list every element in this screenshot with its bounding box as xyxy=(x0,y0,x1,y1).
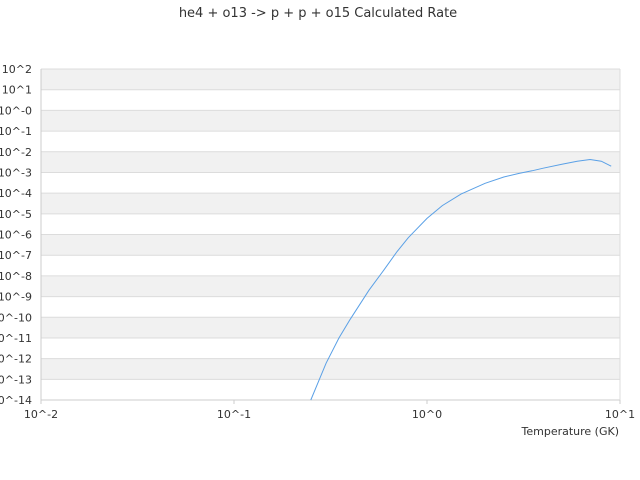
plot-band xyxy=(41,69,620,90)
plot-band xyxy=(41,151,620,173)
plot-band xyxy=(41,110,620,132)
x-tick-label: 10^-1 xyxy=(217,408,251,421)
y-tick-label: 10^-1 xyxy=(0,125,32,138)
x-axis-ticks: 10^-2 10^-1 10^0 10^1 xyxy=(24,400,635,421)
y-tick-label: 10^-8 xyxy=(0,270,32,283)
y-tick-label: 10^-11 xyxy=(0,332,32,345)
y-tick-label: 10^-5 xyxy=(0,208,32,221)
x-tick-label: 10^1 xyxy=(605,408,635,421)
y-tick-label: 10^-7 xyxy=(0,249,32,262)
x-tick-label: 10^-2 xyxy=(24,408,58,421)
y-tick-label: 10^1 xyxy=(2,84,32,97)
y-tick-label: 10^-9 xyxy=(0,291,32,304)
y-tick-label: 10^-10 xyxy=(0,311,32,324)
y-tick-label: 10^-4 xyxy=(0,187,32,200)
y-tick-label: 10^-13 xyxy=(0,373,32,386)
plot-bands xyxy=(41,69,620,380)
plot-band xyxy=(41,317,620,338)
y-tick-label: 10^-12 xyxy=(0,353,32,366)
plot-axes xyxy=(40,69,621,401)
y-tick-label: 10^-0 xyxy=(0,104,32,117)
y-tick-label: 10^2 xyxy=(2,63,32,76)
y-tick-label: 10^-2 xyxy=(0,146,32,159)
plot-band xyxy=(41,275,620,297)
chart-title: he4 + o13 -> p + p + o15 Calculated Rate xyxy=(179,6,457,21)
y-tick-label: 10^-6 xyxy=(0,229,32,242)
rate-series-line xyxy=(310,158,612,401)
y-tick-label: 10^-3 xyxy=(0,166,32,179)
x-tick-label: 10^0 xyxy=(412,408,442,421)
y-tick-label: 10^-14 xyxy=(0,394,32,407)
x-axis-label: Temperature (GK) xyxy=(521,425,620,438)
y-axis-ticks: 10^2 10^1 10^-0 10^-1 10^-2 10^-3 10^-4 10^-5 10… xyxy=(0,63,32,407)
plot-band xyxy=(41,234,620,256)
plot-band xyxy=(41,193,620,214)
series-group xyxy=(310,158,612,401)
plot-band xyxy=(41,358,620,380)
